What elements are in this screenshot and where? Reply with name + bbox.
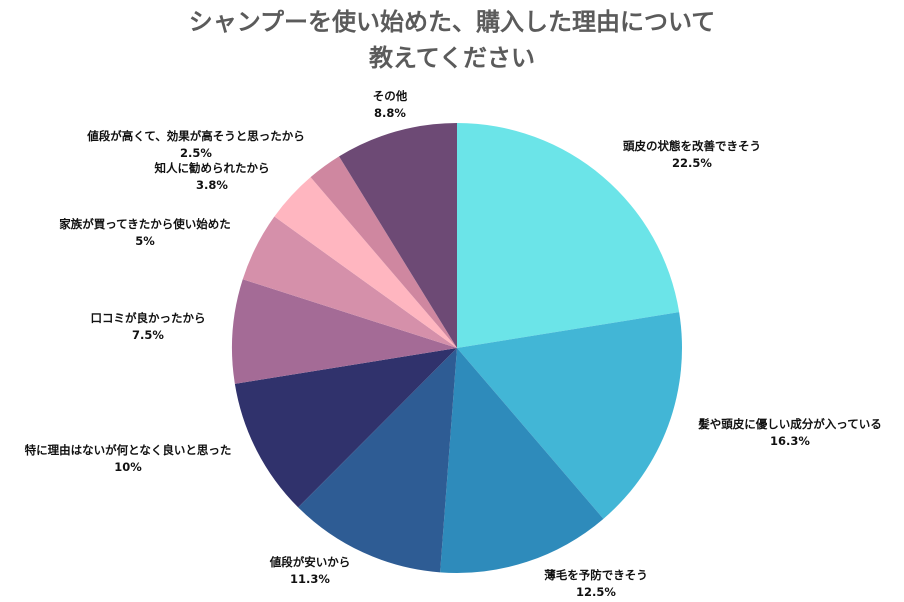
chart-title: シャンプーを使い始めた、購入した理由について 教えてください <box>0 4 904 76</box>
pie-slice <box>440 348 604 573</box>
slice-label: 髪や頭皮に優しい成分が入っている <box>697 417 881 431</box>
pie-slice <box>234 348 457 508</box>
slice-label: 薄毛を予防できそう <box>544 568 648 582</box>
pie-slice <box>339 123 457 348</box>
pie-slice <box>242 216 457 348</box>
slice-label: 値段が安いから <box>269 555 351 569</box>
pie-slice <box>298 348 457 573</box>
slice-label: 口コミが良かったから <box>91 311 206 325</box>
slice-label: 特に理由はないが何となく良いと思った <box>25 443 232 457</box>
pie-slice <box>457 123 680 348</box>
pie-slice <box>231 279 457 384</box>
chart-title-line2: 教えてください <box>368 44 536 72</box>
slice-label: 知人に勧められたから <box>154 161 270 175</box>
slice-value-label: 16.3% <box>770 434 810 448</box>
slice-value-label: 7.5% <box>132 328 164 342</box>
slice-value-label: 5% <box>135 234 155 248</box>
slice-value-label: 22.5% <box>672 156 712 170</box>
slice-value-label: 8.8% <box>374 106 406 120</box>
chart-title-line1: シャンプーを使い始めた、購入した理由について <box>188 8 716 36</box>
pie-slice <box>457 312 682 519</box>
slice-label: 頭皮の状態を改善できそう <box>623 139 761 153</box>
slice-label: 値段が高くて、効果が高そうと思ったから <box>86 129 305 143</box>
slice-value-label: 12.5% <box>576 585 616 599</box>
slice-value-label: 11.3% <box>290 572 330 586</box>
slice-label: その他 <box>373 89 408 103</box>
slice-value-label: 3.8% <box>196 178 228 192</box>
pie-labels: 頭皮の状態を改善できそう 22.5% 髪や頭皮に優しい成分が入っている 16.3% 薄毛… <box>25 89 882 599</box>
pie-slices <box>231 123 682 573</box>
pie-slice <box>274 177 457 348</box>
pie-slice <box>310 156 457 348</box>
slice-label: 家族が買ってきたから使い始めた <box>59 217 231 231</box>
slice-value-label: 10% <box>114 460 142 474</box>
slice-value-label: 2.5% <box>180 146 212 160</box>
